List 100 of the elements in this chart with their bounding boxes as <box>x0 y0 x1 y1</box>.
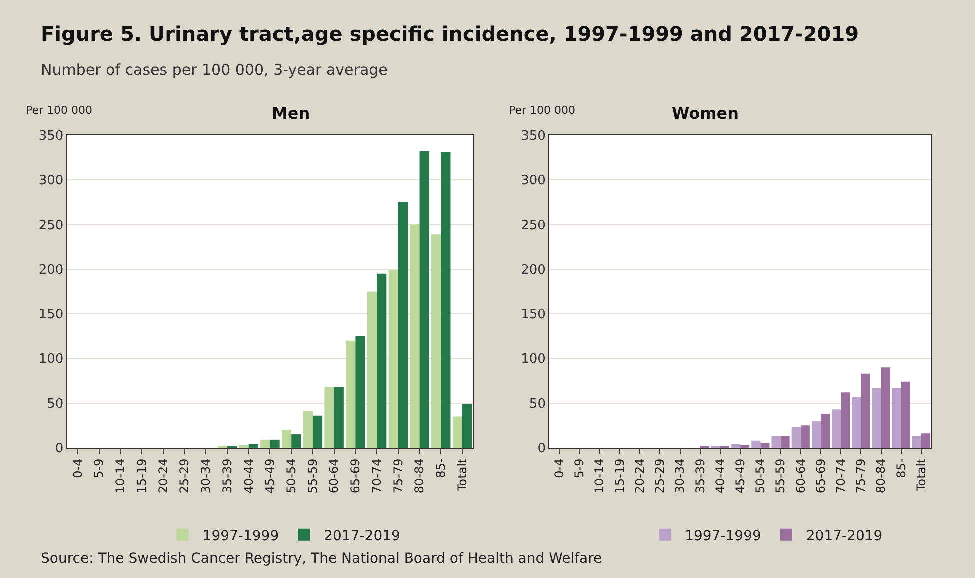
bar <box>398 202 408 448</box>
y-tick-label: 200 <box>38 262 64 278</box>
y-tick-label: 50 <box>529 396 546 412</box>
bar <box>812 421 821 448</box>
x-tick-label: 70-74 <box>370 458 384 494</box>
bar <box>312 416 323 448</box>
bar <box>800 426 810 448</box>
x-tick-label: 20-24 <box>632 458 647 494</box>
bar <box>881 368 890 448</box>
legend-label: 1997-1999 <box>685 528 762 544</box>
x-tick-label: Totalt <box>455 458 470 492</box>
bar <box>841 392 850 448</box>
bar <box>239 445 249 448</box>
y-tick-label: 250 <box>521 218 546 234</box>
x-tick-label: 35-39 <box>220 458 234 494</box>
x-tick-label: 20-24 <box>156 458 170 494</box>
x-tick-label: 30-34 <box>673 458 688 494</box>
x-tick-label: 15-19 <box>612 458 627 494</box>
bar <box>872 388 882 448</box>
x-tick-label: 15-19 <box>134 458 149 494</box>
bar <box>901 382 910 448</box>
y-tick-label: 300 <box>521 174 546 189</box>
y-tick-label: 100 <box>521 352 546 368</box>
bar <box>861 374 870 448</box>
bar <box>260 440 270 448</box>
legend-label: 1997-1999 <box>202 528 280 544</box>
bar <box>922 434 931 448</box>
x-tick-label: 25-29 <box>178 458 192 494</box>
bar <box>303 411 313 448</box>
bar <box>752 440 761 448</box>
bar <box>324 387 334 448</box>
legend-label: 2017-2019 <box>806 528 883 544</box>
x-tick-label: 45-49 <box>733 458 748 494</box>
x-tick-label: 25-29 <box>653 458 668 494</box>
x-tick-label: 35-39 <box>693 458 708 494</box>
x-tick-label: 5-9 <box>572 458 587 478</box>
bar <box>346 340 356 448</box>
bar <box>452 416 462 448</box>
x-tick-label: 45-49 <box>263 458 278 494</box>
bar <box>732 444 741 448</box>
y-tick-label: 150 <box>38 308 64 323</box>
x-tick-label: 75-79 <box>854 458 868 494</box>
y-tick-label: 200 <box>521 262 546 278</box>
x-tick-label: 60-64 <box>794 458 808 494</box>
x-tick-label: 65-69 <box>348 458 363 494</box>
x-tick-label: 55-59 <box>774 458 788 494</box>
x-tick-label: 50-54 <box>284 458 298 494</box>
x-tick-label: 85- <box>894 458 908 478</box>
bar <box>420 152 430 448</box>
bar <box>832 410 842 448</box>
bar <box>760 443 770 448</box>
x-tick-label: 75-79 <box>391 458 406 494</box>
bar <box>820 414 830 448</box>
bar <box>270 440 280 448</box>
x-tick-label: 70-74 <box>834 458 848 494</box>
y-tick-label: 350 <box>521 129 546 144</box>
bar <box>292 434 302 448</box>
bar <box>852 397 862 448</box>
y-axis-title: Per 100 000 <box>509 104 576 117</box>
x-tick-label: 65-69 <box>814 458 828 494</box>
x-tick-label: 85- <box>434 458 448 478</box>
y-tick-label: 250 <box>38 218 64 234</box>
bar <box>740 445 750 448</box>
bar <box>334 387 344 448</box>
x-tick-label: 80-84 <box>412 458 427 494</box>
x-tick-label: 55-59 <box>306 458 320 494</box>
y-axis-title: Per 100 000 <box>26 104 93 117</box>
bar <box>248 444 258 448</box>
bar <box>367 292 378 448</box>
x-tick-label: 10-14 <box>114 458 128 494</box>
bar <box>892 388 902 448</box>
x-tick-label: 80-84 <box>874 458 888 494</box>
bar <box>912 436 922 448</box>
text: Number of cases per 100 000, 3-year average <box>41 61 388 79</box>
y-tick-label: 350 <box>38 129 64 144</box>
bar <box>462 404 472 448</box>
bar <box>388 270 398 448</box>
bar <box>772 436 781 448</box>
bar <box>410 224 420 448</box>
y-tick-label: 100 <box>38 352 64 368</box>
chart-title: Men <box>272 104 310 123</box>
source-note: Source: The Swedish Cancer Registry, The National Board of Health and Welfare <box>41 551 602 567</box>
y-tick-label: 50 <box>47 396 64 412</box>
x-tick-label: 10-14 <box>592 458 607 494</box>
x-tick-label: 50-54 <box>754 458 768 494</box>
y-tick-label: 150 <box>521 308 546 323</box>
y-tick-label: 0 <box>55 442 64 457</box>
bar <box>377 274 387 448</box>
bar <box>441 152 451 448</box>
x-tick-label: 60-64 <box>327 458 342 494</box>
y-tick-label: 0 <box>538 442 546 457</box>
x-tick-label: 30-34 <box>199 458 214 494</box>
x-tick-label: 40-44 <box>242 458 256 494</box>
x-tick-label: 0-4 <box>552 458 567 478</box>
x-tick-label: 0-4 <box>70 458 85 478</box>
bar <box>780 436 790 448</box>
bar <box>792 427 801 448</box>
x-tick-label: 5-9 <box>92 458 106 478</box>
bar <box>356 336 366 448</box>
y-tick-label: 300 <box>38 174 64 189</box>
